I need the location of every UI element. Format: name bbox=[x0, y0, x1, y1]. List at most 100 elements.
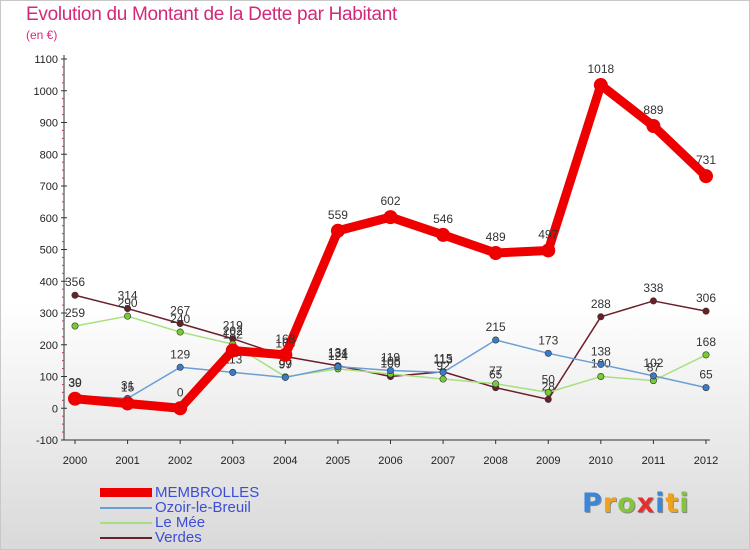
data-label-verdes: 306 bbox=[696, 291, 716, 305]
x-tick-label: 2010 bbox=[589, 455, 613, 467]
data-point-membrolles bbox=[173, 401, 188, 416]
data-label-ozoir-le-breuil: 215 bbox=[486, 320, 506, 334]
data-label-ozoir-le-breuil: 138 bbox=[591, 344, 611, 358]
legend: MEMBROLLES Ozoir-le-Breuil Le Mée Verdes bbox=[100, 484, 400, 546]
data-point-membrolles bbox=[646, 118, 661, 133]
brand-letter: t bbox=[665, 488, 680, 519]
data-label-le-m-e: 108 bbox=[380, 354, 400, 368]
legend-item-le-mee: Le Mée bbox=[100, 514, 400, 531]
data-point-le-m-e bbox=[702, 351, 710, 359]
data-label-membrolles: 1018 bbox=[587, 62, 614, 76]
data-label-membrolles: 0 bbox=[177, 385, 184, 399]
data-point-ozoir-le-breuil bbox=[176, 363, 184, 371]
legend-item-ozoir: Ozoir-le-Breuil bbox=[100, 499, 400, 516]
data-point-verdes bbox=[124, 305, 132, 313]
data-point-le-m-e bbox=[492, 380, 500, 388]
chart-unit: (en €) bbox=[26, 28, 58, 42]
data-point-ozoir-le-breuil bbox=[386, 366, 394, 374]
y-tick-label: 1100 bbox=[34, 54, 58, 66]
legend-swatch-membrolles bbox=[100, 488, 152, 497]
data-point-membrolles bbox=[699, 169, 713, 184]
data-label-le-m-e: 124 bbox=[328, 349, 348, 363]
x-tick-label: 2001 bbox=[115, 455, 139, 467]
data-point-membrolles bbox=[383, 210, 398, 225]
data-point-verdes bbox=[544, 395, 552, 403]
data-point-ozoir-le-breuil bbox=[439, 368, 447, 376]
y-tick-label: 600 bbox=[40, 213, 58, 225]
data-label-le-m-e: 87 bbox=[647, 361, 661, 375]
y-tick-label: 300 bbox=[40, 308, 58, 320]
legend-swatch-ozoir bbox=[100, 507, 152, 509]
brand-letter: x bbox=[636, 488, 656, 519]
data-point-ozoir-le-breuil bbox=[492, 336, 500, 344]
brand-letter: o bbox=[617, 488, 637, 519]
x-tick-label: 2008 bbox=[483, 455, 507, 467]
data-label-membrolles: 602 bbox=[380, 194, 400, 208]
data-label-membrolles: 889 bbox=[643, 103, 663, 117]
y-tick-label: 200 bbox=[40, 340, 58, 352]
data-label-le-m-e: 77 bbox=[489, 364, 503, 378]
data-label-membrolles: 489 bbox=[486, 230, 506, 244]
data-label-verdes: 356 bbox=[65, 275, 85, 289]
data-label-verdes: 338 bbox=[643, 281, 663, 295]
x-tick-label: 2007 bbox=[431, 455, 455, 467]
data-point-membrolles bbox=[278, 347, 293, 362]
data-point-ozoir-le-breuil bbox=[544, 349, 552, 357]
data-point-verdes bbox=[176, 319, 184, 327]
data-label-membrolles: 559 bbox=[328, 208, 348, 222]
data-label-membrolles: 497 bbox=[538, 227, 558, 241]
data-label-le-m-e: 202 bbox=[223, 324, 243, 338]
data-label-ozoir-le-breuil: 113 bbox=[434, 352, 453, 366]
data-point-ozoir-le-breuil bbox=[702, 384, 710, 392]
data-point-verdes bbox=[71, 291, 79, 299]
y-tick-label: 1000 bbox=[34, 86, 58, 98]
y-tick-label: 400 bbox=[40, 276, 58, 288]
data-label-verdes: 288 bbox=[591, 297, 611, 311]
data-point-le-m-e bbox=[439, 375, 447, 383]
data-label-membrolles: 546 bbox=[433, 212, 453, 226]
x-tick-label: 2002 bbox=[168, 455, 192, 467]
data-label-verdes: 219 bbox=[223, 319, 243, 333]
data-point-ozoir-le-breuil bbox=[229, 368, 237, 376]
data-point-verdes bbox=[649, 297, 657, 305]
y-tick-label: 0 bbox=[52, 403, 58, 415]
legend-label-verdes: Verdes bbox=[155, 529, 202, 546]
data-label-verdes: 65 bbox=[489, 368, 503, 382]
data-label-le-m-e: 240 bbox=[170, 312, 190, 326]
data-label-membrolles: 168 bbox=[275, 332, 295, 346]
data-point-membrolles bbox=[488, 245, 503, 260]
x-tick-label: 2011 bbox=[642, 455, 666, 467]
legend-swatch-verdes bbox=[100, 537, 152, 539]
x-tick-label: 2004 bbox=[273, 455, 297, 467]
data-label-ozoir-le-breuil: 31 bbox=[121, 378, 135, 392]
data-point-le-m-e bbox=[124, 312, 132, 320]
data-label-verdes: 314 bbox=[118, 289, 138, 303]
data-point-ozoir-le-breuil bbox=[334, 363, 342, 371]
data-point-ozoir-le-breuil bbox=[281, 373, 289, 381]
y-tick-label: 800 bbox=[40, 149, 58, 161]
data-label-le-m-e: 259 bbox=[65, 306, 85, 320]
x-tick-label: 2003 bbox=[221, 455, 245, 467]
legend-label-ozoir: Ozoir-le-Breuil bbox=[155, 499, 251, 516]
data-point-ozoir-le-breuil bbox=[597, 360, 605, 368]
data-point-membrolles bbox=[330, 223, 345, 238]
data-point-le-m-e bbox=[71, 322, 79, 330]
data-label-le-m-e: 290 bbox=[118, 296, 138, 310]
x-tick-label: 2005 bbox=[326, 455, 350, 467]
data-point-membrolles bbox=[593, 78, 608, 93]
data-label-ozoir-le-breuil: 102 bbox=[643, 356, 663, 370]
data-label-ozoir-le-breuil: 173 bbox=[538, 333, 558, 347]
legend-item-membrolles: MEMBROLLES bbox=[100, 484, 400, 501]
data-label-verdes: 100 bbox=[380, 357, 400, 371]
y-tick-label: 900 bbox=[40, 118, 58, 130]
x-tick-label: 2006 bbox=[378, 455, 402, 467]
data-label-membrolles: 182 bbox=[223, 327, 243, 341]
data-label-le-m-e: 168 bbox=[696, 335, 716, 349]
data-label-ozoir-le-breuil: 119 bbox=[381, 350, 400, 364]
brand-letter: i bbox=[679, 488, 690, 519]
data-point-membrolles bbox=[120, 396, 135, 411]
legend-label-membrolles: MEMBROLLES bbox=[155, 484, 260, 501]
data-label-le-m-e: 50 bbox=[542, 372, 556, 386]
